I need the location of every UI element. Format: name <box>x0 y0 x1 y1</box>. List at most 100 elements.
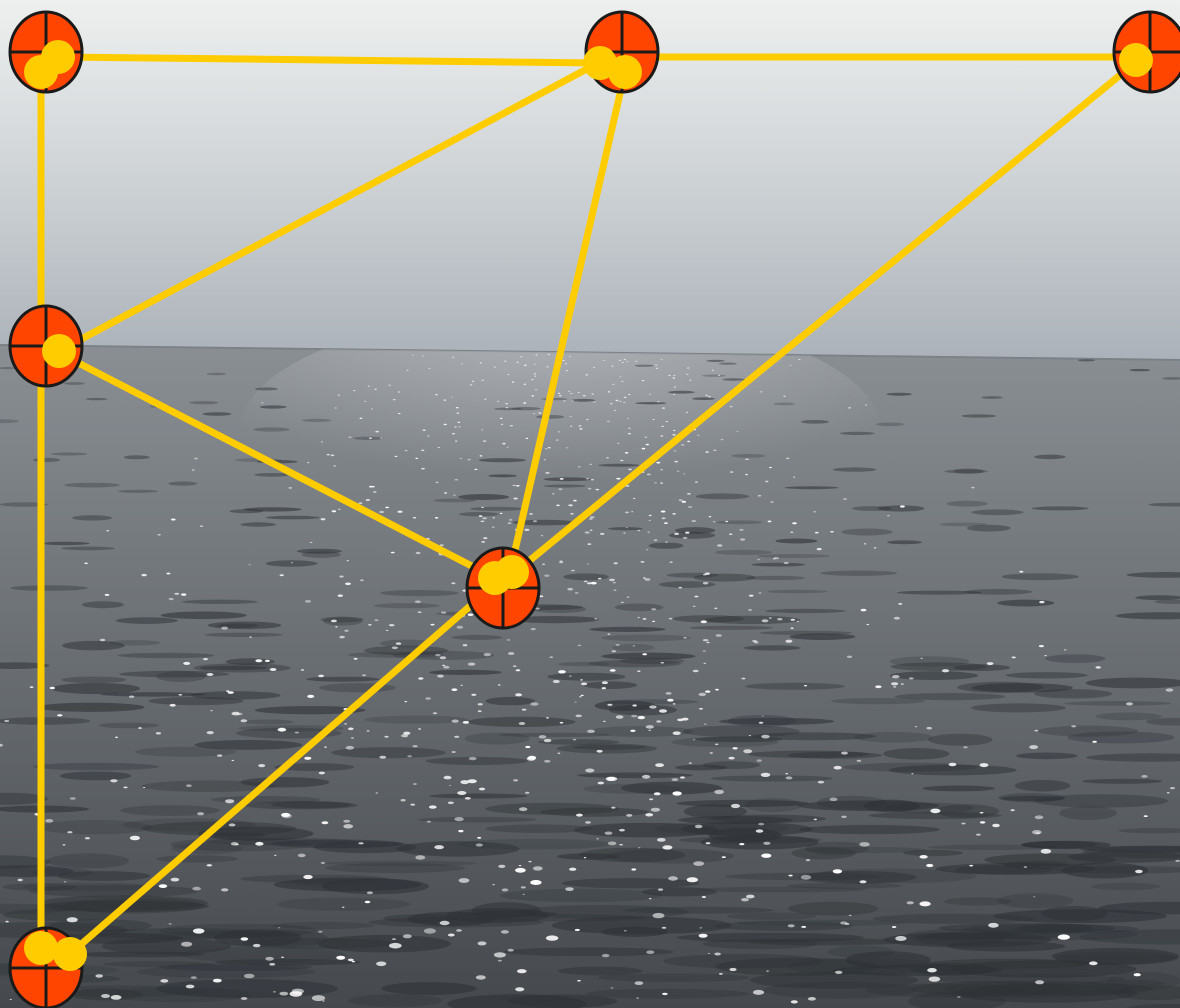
glitter-sparkle <box>631 714 638 718</box>
glitter-sparkle <box>210 710 213 712</box>
wave-shadow <box>663 953 824 969</box>
glitter-sparkle <box>400 799 406 802</box>
glitter-sparkle <box>761 734 770 739</box>
wave-shadow <box>946 500 988 507</box>
glitter-sparkle <box>652 620 656 623</box>
wave-shadow <box>1123 1003 1180 1008</box>
glitter-sparkle <box>798 359 801 361</box>
glitter-sparkle <box>740 538 746 541</box>
wave-shadow <box>353 436 384 440</box>
glitter-sparkle <box>700 620 707 624</box>
glitter-sparkle <box>502 442 506 445</box>
wave-shadow <box>1107 971 1180 991</box>
wave-shadow <box>709 814 827 823</box>
glitter-sparkle <box>623 930 627 932</box>
wave-shadow <box>160 611 247 620</box>
glitter-sparkle <box>480 520 485 523</box>
wave-shadow <box>493 407 523 411</box>
glitter-sparkle <box>457 791 467 795</box>
glitter-sparkle <box>5 920 9 923</box>
glitter-sparkle <box>104 593 110 596</box>
glitter-sparkle <box>1023 866 1028 868</box>
glitter-sparkle <box>155 732 161 735</box>
glitter-sparkle <box>848 914 852 917</box>
glitter-sparkle <box>594 618 597 620</box>
glitter-sparkle <box>992 823 1000 828</box>
glitter-sparkle <box>274 854 277 856</box>
glitter-sparkle <box>767 520 772 523</box>
wave-shadow <box>551 916 732 935</box>
glitter-sparkle <box>671 778 679 782</box>
glitter-sparkle <box>203 658 208 661</box>
glitter-sparkle <box>875 685 882 689</box>
wave-shadow <box>886 392 912 396</box>
glitter-sparkle <box>702 581 709 585</box>
wave-shadow <box>190 691 281 700</box>
glitter-sparkle <box>580 679 583 681</box>
glitter-sparkle <box>656 461 661 464</box>
glitter-sparkle <box>654 482 657 484</box>
glitter-sparkle <box>636 997 640 999</box>
glitter-sparkle <box>625 527 628 529</box>
glitter-sparkle <box>620 459 624 462</box>
glitter-sparkle <box>587 582 592 585</box>
glitter-sparkle <box>483 537 488 539</box>
glitter-sparkle <box>673 450 677 452</box>
glitter-sparkle <box>557 752 561 754</box>
wave-shadow <box>156 855 239 863</box>
glitter-sparkle <box>231 759 235 762</box>
glitter-sparkle <box>279 991 289 996</box>
glitter-sparkle <box>4 719 10 723</box>
glitter-sparkle <box>507 652 515 655</box>
glitter-sparkle <box>703 573 707 576</box>
glitter-sparkle <box>384 735 389 738</box>
wave-shadow <box>750 971 919 989</box>
glitter-sparkle <box>688 762 692 764</box>
glitter-sparkle <box>225 799 235 804</box>
wave-texture <box>0 359 1180 1008</box>
glitter-sparkle <box>662 992 668 996</box>
wave-shadow <box>726 912 816 920</box>
glitter-sparkle <box>206 673 214 676</box>
wave-shadow <box>41 541 90 546</box>
glitter-sparkle <box>353 390 356 392</box>
glitter-sparkle <box>626 814 633 817</box>
glitter-sparkle <box>335 626 338 628</box>
glitter-sparkle <box>435 481 439 484</box>
glitter-sparkle <box>359 579 364 582</box>
glitter-sparkle <box>273 991 276 993</box>
glitter-sparkle <box>63 881 67 883</box>
wave-shadow <box>693 573 756 582</box>
glitter-sparkle <box>455 407 459 409</box>
wave-shadow <box>241 719 294 725</box>
wave-shadow <box>323 617 363 626</box>
glitter-sparkle <box>348 727 354 731</box>
glitter-sparkle <box>353 657 358 660</box>
glitter-sparkle <box>0 743 3 747</box>
wave-shadow <box>225 658 275 666</box>
wave-shadow <box>786 882 903 889</box>
wave-shadow <box>997 599 1055 607</box>
wave-shadow <box>47 853 130 869</box>
glitter-sparkle <box>757 494 762 497</box>
glitter-sparkle <box>745 473 748 476</box>
glitter-sparkle <box>801 925 807 928</box>
glitter-sparkle <box>645 813 654 817</box>
glitter-sparkle <box>290 562 293 564</box>
glitter-sparkle <box>813 511 817 513</box>
glitter-sparkle <box>497 400 500 402</box>
glitter-sparkle <box>404 701 408 703</box>
wave-shadow <box>272 921 375 930</box>
glitter-sparkle <box>672 791 682 796</box>
glitter-sparkle <box>817 780 825 784</box>
glitter-sparkle <box>559 721 564 724</box>
wave-shadow <box>61 546 116 551</box>
glitter-sparkle <box>469 384 473 386</box>
glitter-sparkle <box>439 920 450 926</box>
glitter-sparkle <box>115 736 118 738</box>
glitter-sparkle <box>648 519 652 522</box>
glitter-sparkle <box>1011 656 1016 659</box>
glitter-sparkle <box>702 650 706 652</box>
glitter-sparkle <box>759 391 763 393</box>
glitter-sparkle <box>601 681 609 685</box>
